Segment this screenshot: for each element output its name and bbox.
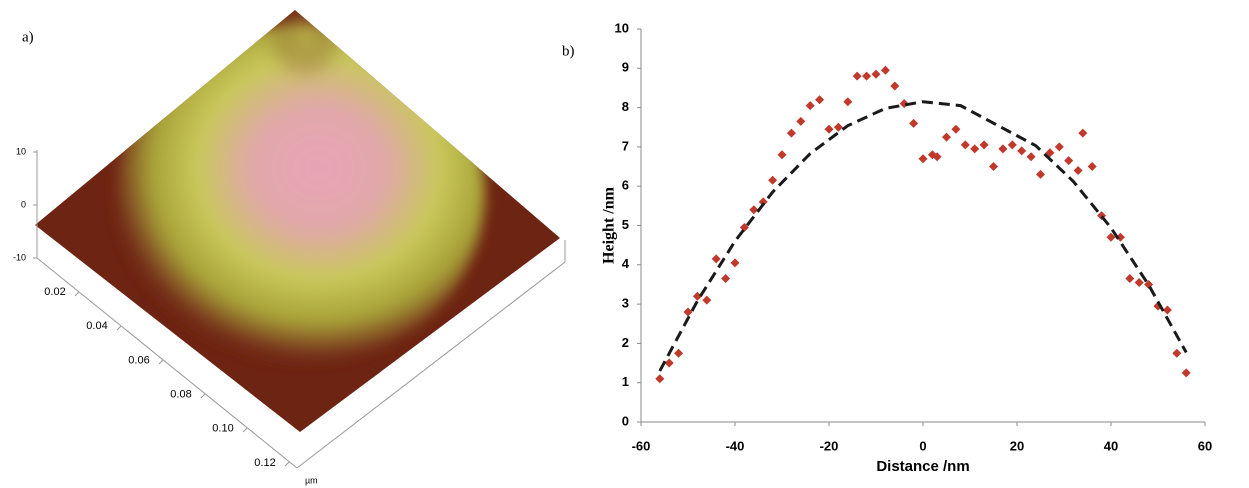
data-point [909,118,919,128]
bump [265,10,345,80]
data-point [1181,368,1191,378]
data-point [786,128,796,138]
data-point [1087,162,1097,172]
data-point [1172,348,1182,358]
y-axis-title: Height /nm [601,186,618,264]
data-point [1134,277,1144,287]
x-tick-label: 0.06 [128,354,149,366]
data-point [674,348,684,358]
x-tick-label: 0.08 [170,389,191,401]
data-point [1036,169,1045,179]
data-point [1162,305,1172,315]
x-tick [116,325,122,331]
x-tick [200,393,206,399]
data-point [960,140,970,150]
x-tick-label: 20 [1010,438,1024,453]
panel-label: b) [562,43,575,59]
data-point [711,254,721,264]
data-point [989,162,998,172]
data-point [862,71,872,81]
data-point [824,124,834,134]
data-point [951,124,961,134]
data-point [702,295,712,305]
data-point [1078,128,1088,138]
dome [115,25,485,365]
x-tick-label: 0.04 [86,320,107,332]
data-point [1106,232,1116,242]
data-point [805,101,815,111]
y-tick-label: 9 [622,60,629,75]
data-point [932,152,942,162]
data-point [852,71,862,81]
x-tick [242,427,248,433]
data-point [664,358,674,368]
data-point [1026,152,1036,162]
data-point [655,374,665,384]
y-tick-label: 1 [622,374,629,389]
y-tick-label: 0 [622,413,629,428]
x-tick-label: 0 [919,438,926,453]
data-point [777,150,787,160]
x-tick [284,461,290,467]
data-point [749,205,759,215]
data-point [880,65,890,75]
data-point [768,175,778,185]
x-axis-title: Distance /nm [876,458,969,475]
x-tick-label: -20 [820,438,839,453]
data-point [758,197,768,207]
z-tick-label: -10 [13,252,26,262]
data-point [942,132,951,142]
x-tick-label: -40 [726,438,745,453]
data-point [833,122,843,132]
y-tick-label: 10 [615,20,629,35]
data-point [890,81,900,91]
x-tick-label: -60 [632,438,651,453]
data-point [692,291,702,301]
x-tick [158,359,164,365]
data-point [1073,165,1083,175]
y-tick-label: 2 [622,335,629,350]
data-point [721,274,731,284]
data-point [1054,142,1064,152]
y-tick-label: 8 [622,99,629,114]
y-tick-label: 3 [622,296,629,311]
x-axis-unit: µm [305,475,318,485]
x-axis [36,257,298,469]
data-point [998,144,1008,154]
data-point [1017,146,1027,156]
data-point [843,97,853,107]
data-point [1115,232,1125,242]
panel-label: a) [22,29,34,45]
data-point [970,144,980,154]
y-tick-label: 7 [622,138,629,153]
x-tick-label: 0.12 [254,457,275,469]
y-tick-label: 5 [622,217,629,232]
surface-plot [35,10,566,469]
x-tick-label: 0.10 [212,423,233,435]
y-tick-label: 4 [622,256,630,271]
data-point [1125,274,1135,284]
y-axis [296,261,566,469]
data-point [730,258,740,268]
x-tick-label: 60 [1198,438,1212,453]
x-tick-label: 0.02 [44,286,65,298]
x-tick-label: 40 [1104,438,1118,453]
data-point [1007,140,1017,150]
data-point [1064,156,1074,166]
y-tick-label: 6 [622,178,629,193]
z-tick-label: 0 [21,199,26,209]
data-point [979,140,989,150]
z-tick-label: 10 [16,146,26,156]
data-point [815,95,825,105]
fit-line [658,100,1188,372]
data-point [871,69,881,79]
data-point [683,307,693,317]
data-point [918,154,928,164]
x-tick [74,291,80,297]
surface-shading [115,10,485,365]
data-point [796,116,806,126]
